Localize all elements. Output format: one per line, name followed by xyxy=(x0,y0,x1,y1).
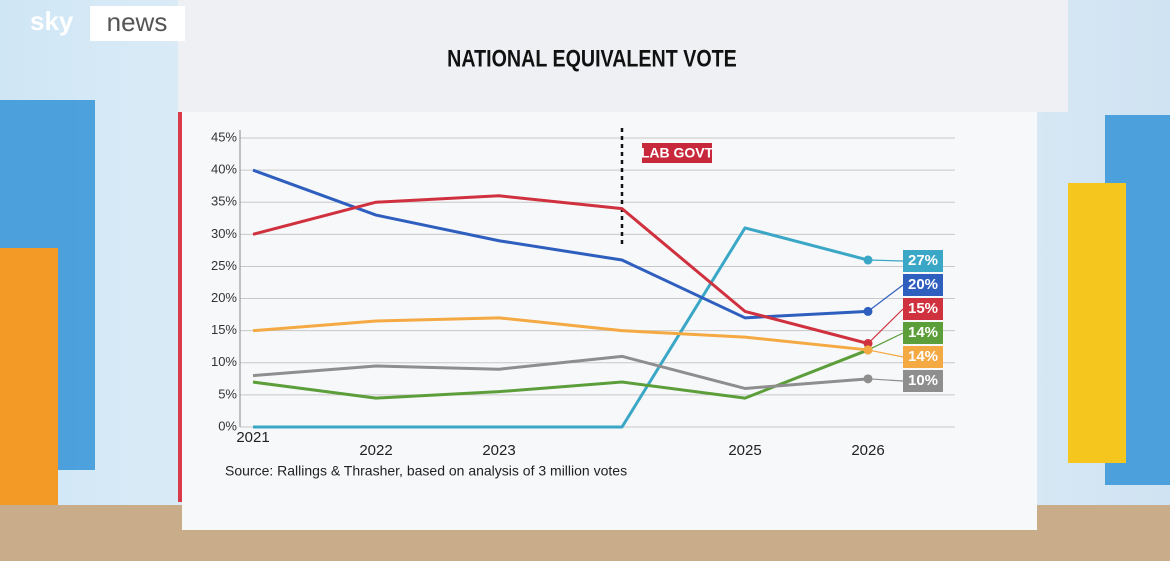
annotation: LAB GOVT xyxy=(641,145,714,161)
x-tick-label: 2023 xyxy=(482,442,515,459)
label-leader xyxy=(867,349,904,358)
studio-panel xyxy=(1068,183,1126,463)
y-tick-label: 35% xyxy=(211,194,237,209)
end-label-box xyxy=(903,346,943,368)
end-label-box xyxy=(903,274,943,296)
y-tick-label: 10% xyxy=(211,354,237,369)
end-label: 15% xyxy=(908,300,938,317)
plot: 0% 5% 10% 15% 20% 25% 30% 35% 40% 45% 2021 2022 2023… xyxy=(211,128,955,459)
y-tick-label: 15% xyxy=(211,322,237,337)
y-tick-label: 30% xyxy=(211,226,237,241)
end-label: 10% xyxy=(908,372,938,389)
end-label: 14% xyxy=(908,324,938,341)
series-line xyxy=(252,354,869,390)
series-line xyxy=(252,316,869,352)
logo-product: news xyxy=(107,7,168,37)
source-note: Source: Rallings & Thrasher, based on an… xyxy=(225,463,627,479)
y-tick-label: 20% xyxy=(211,290,237,305)
series-line xyxy=(253,226,869,429)
series-line xyxy=(252,348,869,400)
x-tick-label: 2022 xyxy=(359,442,392,459)
annotation-box xyxy=(642,143,712,163)
y-tick-label: 25% xyxy=(211,258,237,273)
end-label-box xyxy=(903,298,943,320)
end-label: 14% xyxy=(908,348,938,365)
label-leader xyxy=(867,378,904,382)
x-tick-label: 2025 xyxy=(728,442,761,459)
x-tick-label: 2021 xyxy=(236,429,269,446)
y-tick-label: 5% xyxy=(218,386,237,401)
label-leader xyxy=(867,284,904,312)
logo-box xyxy=(90,6,185,41)
end-label: 27% xyxy=(908,252,938,269)
chart-board xyxy=(182,112,1037,530)
label-leader xyxy=(867,332,904,351)
x-tick-label: 2026 xyxy=(851,442,884,459)
studio-panel xyxy=(0,248,58,548)
logo-brand: sky xyxy=(30,6,74,36)
end-label-box xyxy=(903,370,943,392)
end-label-box xyxy=(903,250,943,272)
series-line xyxy=(252,194,869,345)
title-board xyxy=(178,0,1068,112)
end-label-box xyxy=(903,322,943,344)
y-tick-label: 45% xyxy=(211,129,237,144)
y-tick-label: 40% xyxy=(211,162,237,177)
end-label: 20% xyxy=(908,276,938,293)
label-leader xyxy=(867,259,904,262)
board-edge xyxy=(178,112,182,502)
chart-title: NATIONAL EQUIVALENT VOTE xyxy=(447,44,737,71)
y-tick-label: 0% xyxy=(218,418,237,433)
label-leader xyxy=(867,308,904,344)
